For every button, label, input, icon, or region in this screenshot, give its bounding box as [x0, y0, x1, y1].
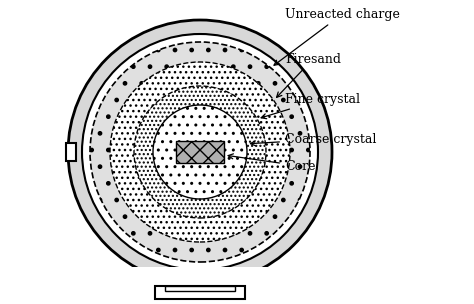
Ellipse shape [82, 34, 318, 270]
Bar [165, 286, 235, 291]
Text: Coarse crystal: Coarse crystal [250, 133, 376, 146]
Bar [176, 141, 224, 163]
Ellipse shape [134, 86, 266, 218]
Text: Unreacted charge: Unreacted charge [274, 8, 400, 65]
Bar [155, 286, 245, 299]
Text: Fine crystal: Fine crystal [261, 92, 360, 119]
Ellipse shape [110, 62, 290, 242]
Ellipse shape [90, 42, 310, 262]
Text: Firesand: Firesand [277, 53, 341, 97]
Bar [68, 267, 332, 287]
Text: Core: Core [228, 154, 316, 172]
Bar [66, 143, 76, 161]
Ellipse shape [68, 20, 332, 284]
Ellipse shape [153, 105, 247, 199]
